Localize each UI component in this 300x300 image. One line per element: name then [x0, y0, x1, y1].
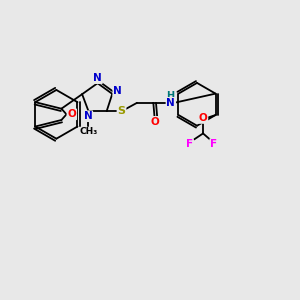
Text: F: F [186, 139, 193, 149]
Text: O: O [199, 113, 207, 123]
Text: N: N [83, 111, 92, 121]
Text: S: S [118, 106, 125, 116]
Text: F: F [210, 139, 217, 149]
Text: N: N [167, 98, 175, 108]
Text: H: H [166, 91, 174, 101]
Text: O: O [68, 109, 76, 119]
Text: N: N [93, 73, 102, 83]
Text: O: O [150, 117, 159, 127]
Text: CH₃: CH₃ [80, 128, 98, 136]
Text: N: N [113, 86, 122, 96]
